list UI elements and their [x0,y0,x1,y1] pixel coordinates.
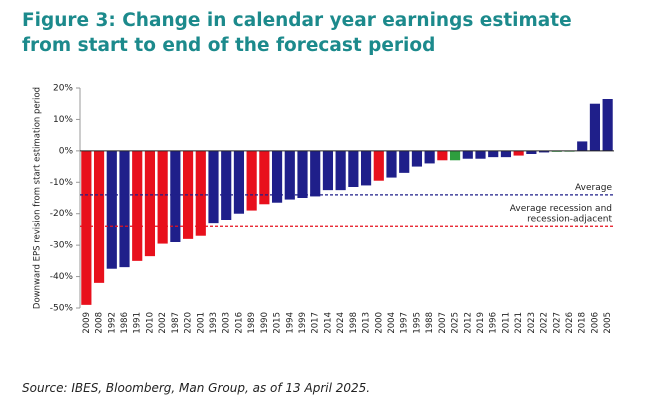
x-tick-label: 1992 [107,312,117,334]
chart-title: Figure 3: Change in calendar year earnin… [22,10,572,56]
bar [488,150,499,158]
bar [208,150,219,224]
bar [475,150,486,159]
bar [182,150,194,239]
bar [411,150,423,167]
bar [170,150,181,242]
y-tick-label: 20% [53,84,73,94]
x-tick-label: 2002 [158,312,168,334]
x-tick-label: 2014 [323,312,333,334]
bar [144,150,156,257]
bar [284,150,295,200]
bar [462,150,473,159]
y-tick-label: -40% [50,272,74,282]
x-tick-label: 2003 [222,312,232,334]
bar [322,150,334,191]
y-tick-label: -20% [50,209,74,219]
bar [259,150,270,205]
bar [513,150,524,156]
x-tick-label: 1999 [298,312,308,334]
x-tick-label: 2020 [184,312,194,334]
bar [271,150,283,203]
bar [157,150,168,244]
x-tick-label: 2006 [590,312,600,334]
bar [246,150,257,211]
x-tick-label: 2008 [95,312,105,334]
reference-label: Average recession and [510,204,612,214]
x-tick-label: 1995 [412,312,422,334]
x-tick-label: 2011 [501,312,511,334]
bar [360,150,372,186]
bar [335,150,346,191]
x-tick-label: 2009 [82,312,92,334]
bar [93,150,105,283]
x-tick-label: 2026 [565,312,575,334]
bar [602,99,613,151]
x-tick-label: 2027 [552,312,562,334]
x-tick-label: 2013 [362,312,372,334]
x-tick-label: 1986 [120,312,130,334]
x-tick-label: 1987 [171,312,181,334]
bar [526,150,537,154]
bar [399,150,410,173]
x-tick-label: 1993 [209,312,219,334]
bar [437,150,448,161]
bar [424,150,435,164]
bar [500,150,512,158]
x-tick-label: 2021 [514,312,524,334]
bar [195,150,206,236]
x-tick-label: 1997 [400,312,410,334]
x-tick-label: 2017 [311,312,321,334]
x-tick-label: 2012 [463,312,473,334]
x-tick-label: 1988 [425,312,435,334]
y-tick-label: -50% [50,304,74,314]
x-tick-label: 1991 [133,312,143,334]
x-tick-label: 1990 [260,312,270,334]
reference-label: recession-adjacent [527,214,612,224]
x-tick-label: 1996 [489,312,499,334]
x-tick-label: 2001 [196,312,206,334]
x-tick-label: 2019 [476,312,486,334]
reference-label: Average [575,183,612,193]
bar [221,150,232,220]
x-tick-label: 2024 [336,312,346,334]
x-tick-label: 1994 [285,312,295,334]
bar [538,150,550,153]
bar [589,103,601,151]
source-note: Source: IBES, Bloomberg, Man Group, as o… [22,381,371,395]
x-tick-label: 2018 [578,312,588,334]
chart: Downward EPS revision from start estimat… [33,84,614,334]
x-tick-label: 2025 [451,312,461,334]
x-tick-label: 2016 [234,312,244,334]
x-tick-label: 1998 [349,312,359,334]
bar [449,150,461,161]
x-tick-label: 2007 [438,312,448,334]
bar [119,150,130,268]
x-tick-label: 2004 [387,312,397,334]
bar [106,150,117,269]
y-tick-label: 0% [59,146,74,156]
bar [577,141,588,151]
bar [233,150,245,214]
bar [81,150,92,305]
x-tick-label: 1989 [247,312,257,334]
bar [348,150,359,187]
bar [386,150,397,178]
bar [373,150,384,181]
x-tick-label: 2015 [273,312,283,334]
x-tick-label: 2000 [374,312,384,334]
bar [132,150,143,261]
x-tick-label: 2022 [540,312,550,334]
x-tick-label: 2023 [527,312,537,334]
x-tick-label: 2005 [603,312,613,334]
y-tick-label: 10% [53,115,73,125]
y-tick-label: -10% [50,178,74,188]
bar [297,150,308,198]
y-tick-label: -30% [50,241,74,251]
bar [310,150,321,197]
y-axis-label: Downward EPS revision from start estimat… [33,87,43,309]
x-tick-label: 2010 [145,312,155,334]
